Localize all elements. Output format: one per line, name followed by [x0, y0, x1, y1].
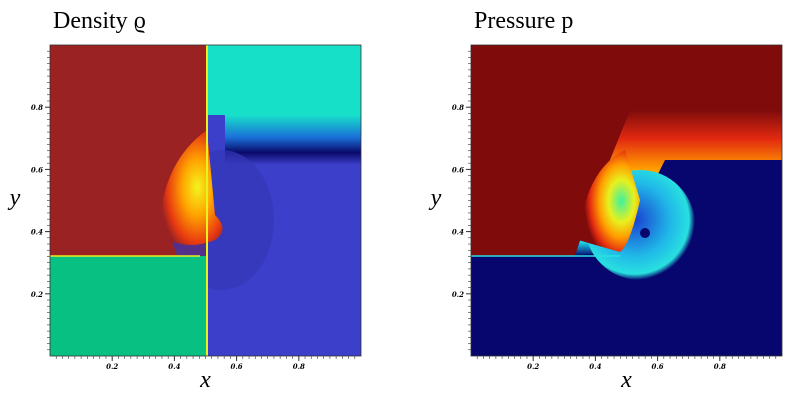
density-field: [50, 45, 361, 356]
y-tick-label: 0.6: [31, 165, 43, 174]
x-axis-label: x: [199, 367, 211, 393]
x-tick-label: 0.4: [168, 362, 180, 371]
x-tick-label: 0.6: [231, 362, 243, 371]
x-tick-label: 0.8: [714, 362, 726, 371]
x-tick-label: 0.6: [652, 362, 664, 371]
y-tick-label: 0.4: [452, 228, 464, 237]
x-axis-label: x: [620, 367, 632, 393]
chart-title: Pressure p: [474, 8, 573, 34]
y-axis-label: y: [429, 185, 442, 211]
x-tick-label: 0.4: [589, 362, 601, 371]
y-axis-label: y: [8, 185, 21, 211]
x-tick-label: 0.2: [106, 362, 118, 371]
chart-title: Density ϱ: [53, 8, 146, 34]
pressure-field: [471, 45, 782, 356]
y-tick-label: 0.6: [452, 165, 464, 174]
x-tick-label: 0.8: [293, 362, 305, 371]
y-tick-label: 0.2: [31, 290, 43, 299]
x-tick-label: 0.2: [527, 362, 539, 371]
y-tick-label: 0.2: [452, 290, 464, 299]
y-tick-label: 0.8: [31, 103, 43, 112]
y-tick-label: 0.4: [31, 228, 43, 237]
y-tick-label: 0.8: [452, 103, 464, 112]
